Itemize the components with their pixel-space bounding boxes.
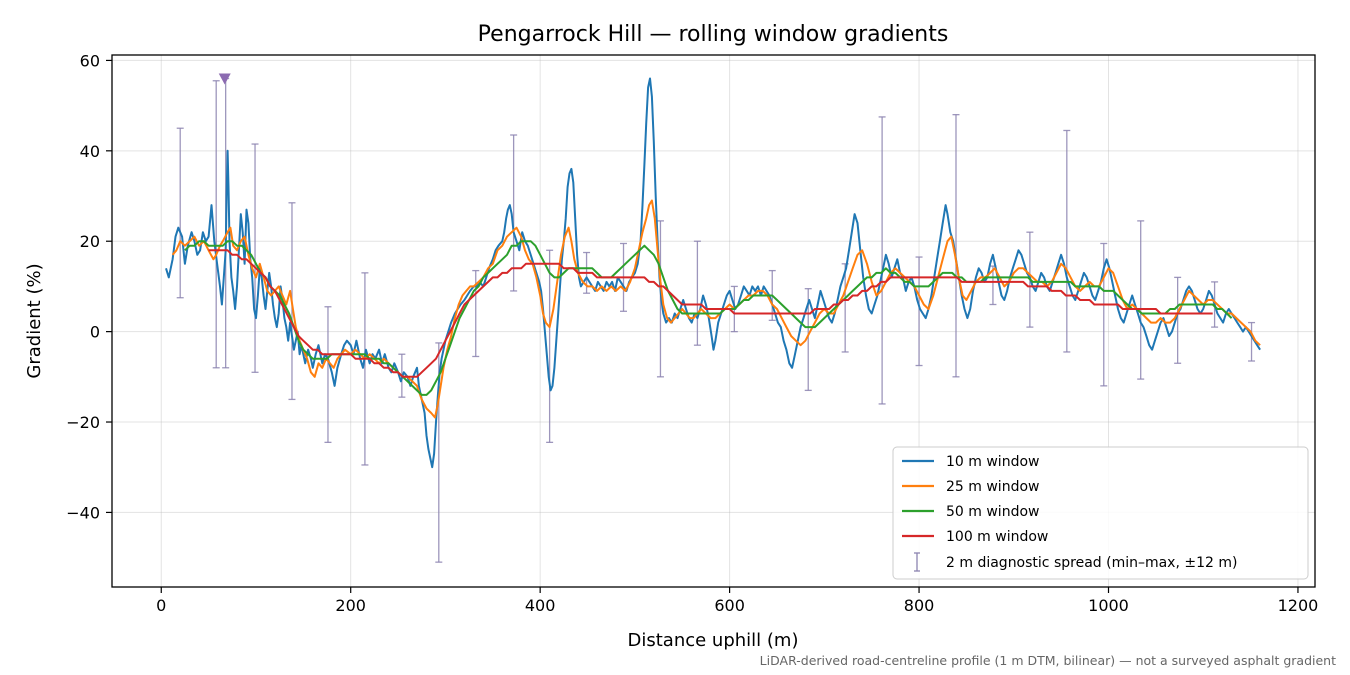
spread-errorbar (693, 240, 701, 346)
spread-errorbar (915, 256, 923, 367)
y-axis-ticks: 60 40 20 0 −20 −40 (66, 51, 112, 522)
series-lines (165, 77, 1261, 469)
legend-label-25m: 25 m window (946, 479, 1039, 495)
legend-label-spread: 2 m diagnostic spread (min–max, ±12 m) (946, 555, 1237, 571)
footnote: LiDAR-derived road-centreline profile (1… (760, 653, 1336, 668)
y-tick-label: 60 (80, 51, 100, 70)
x-tick-label: 0 (156, 596, 166, 615)
spread-errorbar (1248, 321, 1256, 362)
spread-errorbar (1063, 129, 1071, 353)
x-tick-label: 200 (335, 596, 366, 615)
y-tick-label: −20 (66, 413, 100, 432)
legend-label-10m: 10 m window (946, 454, 1039, 470)
spread-errorbar (176, 127, 184, 299)
grid (112, 55, 1315, 587)
legend: 10 m window 25 m window 50 m window 100 … (892, 446, 1309, 580)
chart-title: Pengarrock Hill — rolling window gradien… (478, 22, 949, 47)
plot-frame (111, 54, 1316, 588)
x-tick-label: 1200 (1278, 596, 1319, 615)
series-line-w10 (165, 77, 1261, 469)
spread-errorbar (324, 306, 332, 444)
spread-errorbar (952, 114, 960, 378)
x-axis-ticks: 0 200 400 600 800 1000 1200 (156, 587, 1318, 615)
series-line-w100 (208, 249, 1213, 378)
y-tick-label: 40 (80, 142, 100, 161)
legend-label-100m: 100 m window (946, 529, 1048, 545)
spread-errorbar (1174, 276, 1182, 364)
legend-swatch-spread (914, 552, 920, 572)
y-axis-label: Gradient (%) (24, 263, 45, 378)
legend-box (892, 446, 1309, 580)
x-tick-label: 400 (525, 596, 556, 615)
marker-layer (218, 73, 231, 85)
series-line-w50 (184, 240, 1233, 396)
series-line-w25 (171, 199, 1261, 419)
x-tick-label: 600 (714, 596, 745, 615)
y-tick-label: 0 (90, 323, 100, 342)
peak-marker (218, 73, 231, 85)
x-tick-label: 1000 (1088, 596, 1129, 615)
spread-errorbar (361, 272, 369, 466)
spread-errorbar (212, 80, 220, 369)
spread-errorbar (1137, 220, 1145, 380)
y-tick-label: −40 (66, 503, 100, 522)
spread-errorbar (251, 143, 259, 373)
spread-errorbar (546, 249, 554, 444)
x-tick-label: 800 (904, 596, 935, 615)
spread-errorbar (878, 116, 886, 405)
legend-label-50m: 50 m window (946, 504, 1039, 520)
y-tick-label: 20 (80, 232, 100, 251)
x-axis-label: Distance uphill (m) (628, 630, 799, 651)
spread-errorbar (510, 134, 518, 292)
